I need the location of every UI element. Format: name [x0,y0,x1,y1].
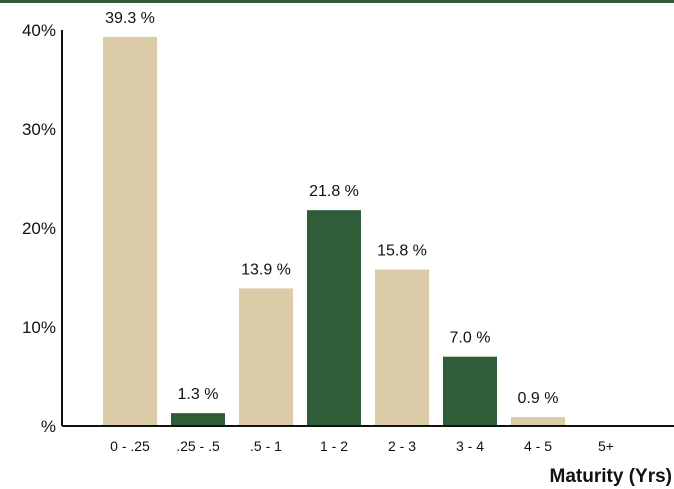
x-tick-label: 5+ [598,438,614,454]
bar-value-label: 13.9 % [241,261,291,278]
bar [171,413,225,426]
bar [511,417,565,426]
bar [375,269,429,426]
top-accent-rule [0,0,674,3]
category-labels: 0 - .25 .25 - .5 .5 - 1 1 - 2 2 - 3 3 - 4 4 - … [110,438,614,454]
x-tick-label: 0 - .25 [110,438,150,454]
bar [307,210,361,426]
bar [443,356,497,426]
bar-value-label: 1.3 % [178,386,219,403]
y-axis-tick-labels: % 10% 20% 30% 40% [22,21,56,436]
bar-value-label: 21.8 % [309,183,359,200]
x-tick-label: 1 - 2 [320,438,348,454]
x-tick-label: .25 - .5 [176,438,220,454]
bar-value-label: 7.0 % [450,330,491,347]
data-labels: 39.3 % 1.3 % 13.9 % 21.8 % 15.8 % 7.0 % 0.9 % [105,10,558,407]
x-axis-title: Maturity (Yrs) [550,466,672,487]
bar [239,288,293,426]
bar-value-label: 15.8 % [377,243,427,260]
x-tick-label: .5 - 1 [250,438,282,454]
x-tick-label: 4 - 5 [524,438,552,454]
y-tick-label: 20% [22,219,56,238]
y-tick-label: % [41,417,56,436]
x-tick-label: 3 - 4 [456,438,484,454]
y-tick-label: 30% [22,120,56,139]
y-tick-label: 10% [22,318,56,337]
bar [103,36,157,427]
bar-value-label: 39.3 % [105,10,155,27]
y-tick-label: 40% [22,21,56,40]
bar-value-label: 0.9 % [518,390,559,407]
bars [103,36,565,427]
x-tick-label: 2 - 3 [388,438,416,454]
